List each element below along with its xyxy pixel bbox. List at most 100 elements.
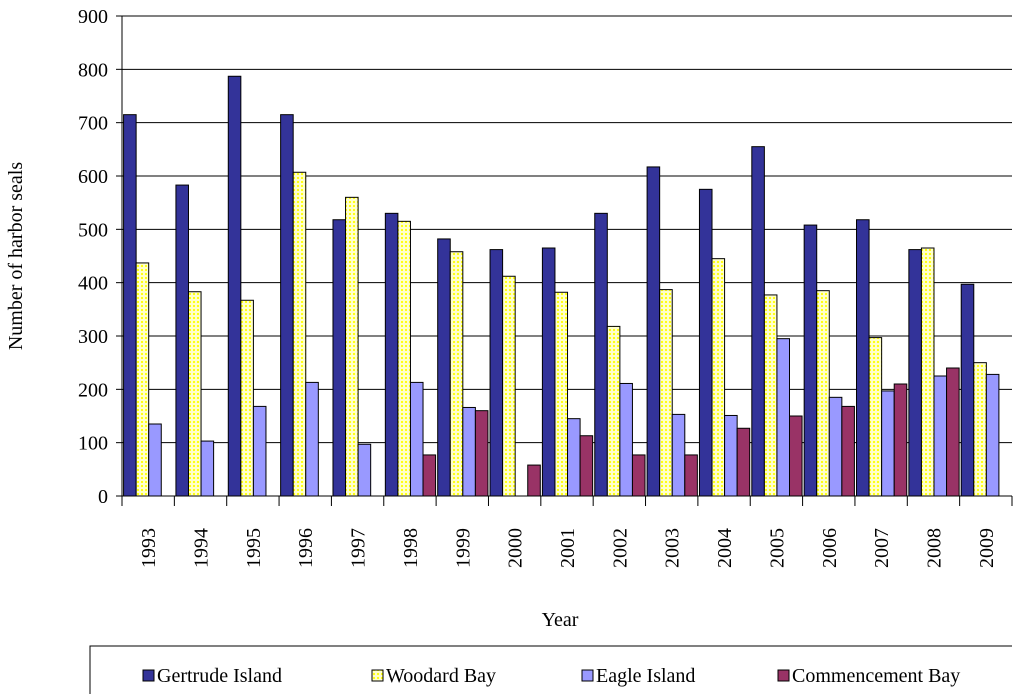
x-tick-label: 2008 bbox=[923, 528, 945, 568]
bar bbox=[567, 418, 581, 497]
legend bbox=[89, 645, 1012, 694]
x-tick-label: 2005 bbox=[766, 528, 788, 568]
bar bbox=[868, 337, 883, 497]
bar bbox=[985, 373, 1000, 497]
y-tick-label: 200 bbox=[78, 379, 108, 401]
bar bbox=[502, 275, 516, 497]
bar bbox=[527, 464, 541, 497]
bar bbox=[384, 212, 399, 497]
bar bbox=[187, 291, 202, 497]
legend-label: Commencement Bay bbox=[792, 665, 960, 687]
y-axis-label: Number of harbor seals bbox=[5, 162, 27, 350]
bar bbox=[856, 219, 870, 497]
bar bbox=[474, 410, 489, 497]
x-tick-label: 1998 bbox=[400, 528, 422, 568]
x-tick-label: 2003 bbox=[662, 528, 684, 568]
x-tick-label: 1994 bbox=[191, 528, 213, 568]
y-tick-label: 500 bbox=[78, 219, 108, 241]
bar bbox=[345, 196, 359, 497]
x-tick-label: 2002 bbox=[609, 528, 631, 568]
bar bbox=[579, 435, 594, 497]
y-tick-label: 700 bbox=[78, 113, 108, 135]
bar bbox=[776, 338, 791, 497]
bar bbox=[200, 440, 215, 497]
bar bbox=[946, 367, 960, 497]
bar bbox=[816, 290, 830, 497]
x-tick-label: 1993 bbox=[138, 528, 160, 568]
bar bbox=[148, 423, 162, 497]
y-tick-label: 600 bbox=[78, 166, 108, 188]
bar bbox=[803, 224, 818, 497]
bar bbox=[619, 382, 633, 497]
bar bbox=[462, 406, 476, 497]
bar bbox=[631, 454, 646, 497]
x-tick-label: 1999 bbox=[452, 528, 474, 568]
bar bbox=[893, 383, 908, 497]
x-tick-label: 1996 bbox=[295, 528, 317, 568]
bar bbox=[409, 381, 424, 497]
y-tick-label: 400 bbox=[78, 273, 108, 295]
bar bbox=[684, 454, 698, 497]
bar bbox=[292, 171, 307, 497]
bar bbox=[541, 247, 556, 497]
bar bbox=[960, 283, 975, 497]
bar bbox=[659, 289, 673, 497]
bar bbox=[671, 413, 686, 497]
bar bbox=[841, 405, 855, 497]
bar bbox=[227, 75, 242, 497]
bar bbox=[933, 375, 948, 497]
legend-label: Woodard Bay bbox=[386, 665, 496, 687]
bar bbox=[881, 390, 895, 497]
bar bbox=[736, 427, 751, 497]
x-tick-label: 2006 bbox=[819, 528, 841, 568]
bar bbox=[175, 184, 189, 497]
bar bbox=[606, 325, 621, 497]
x-tick-label: 2001 bbox=[557, 528, 579, 568]
x-tick-label: 2000 bbox=[505, 528, 527, 568]
bar bbox=[920, 247, 935, 497]
bar bbox=[332, 219, 347, 497]
y-tick-label: 900 bbox=[78, 6, 108, 28]
bar bbox=[828, 396, 843, 497]
bar bbox=[789, 415, 803, 497]
bar bbox=[646, 166, 661, 497]
legend-swatch bbox=[581, 669, 594, 682]
bar bbox=[489, 249, 504, 497]
x-tick-label: 1995 bbox=[243, 528, 265, 568]
bar bbox=[763, 294, 778, 497]
x-tick-label: 2004 bbox=[714, 528, 736, 568]
bar bbox=[357, 443, 372, 497]
legend-swatch bbox=[142, 669, 155, 682]
y-tick-label: 800 bbox=[78, 59, 108, 81]
bar bbox=[449, 251, 464, 497]
y-tick-label: 300 bbox=[78, 326, 108, 348]
bar bbox=[594, 212, 608, 497]
bar bbox=[554, 291, 569, 497]
x-tick-label: 1997 bbox=[348, 528, 370, 568]
bar bbox=[422, 454, 437, 497]
legend-box bbox=[89, 645, 1012, 694]
bar bbox=[973, 362, 987, 497]
x-axis-label: Year bbox=[542, 609, 579, 631]
x-tick-label: 2007 bbox=[871, 528, 893, 568]
bar bbox=[711, 258, 726, 497]
bar bbox=[724, 414, 738, 497]
legend-swatch bbox=[371, 669, 384, 682]
bar bbox=[751, 146, 765, 497]
y-tick-label: 0 bbox=[98, 486, 108, 508]
bar bbox=[908, 249, 922, 497]
bar bbox=[135, 262, 150, 497]
legend-label: Eagle Island bbox=[596, 665, 695, 687]
bar bbox=[397, 220, 411, 497]
bar bbox=[252, 405, 267, 497]
y-tick-label: 100 bbox=[78, 433, 108, 455]
bar bbox=[305, 381, 319, 497]
bar bbox=[698, 188, 713, 497]
legend-swatch bbox=[777, 669, 790, 682]
bar bbox=[280, 114, 294, 497]
legend-label: Gertrude Island bbox=[157, 665, 282, 687]
bar bbox=[240, 299, 254, 497]
x-tick-label: 2009 bbox=[976, 528, 998, 568]
bar bbox=[123, 114, 137, 497]
